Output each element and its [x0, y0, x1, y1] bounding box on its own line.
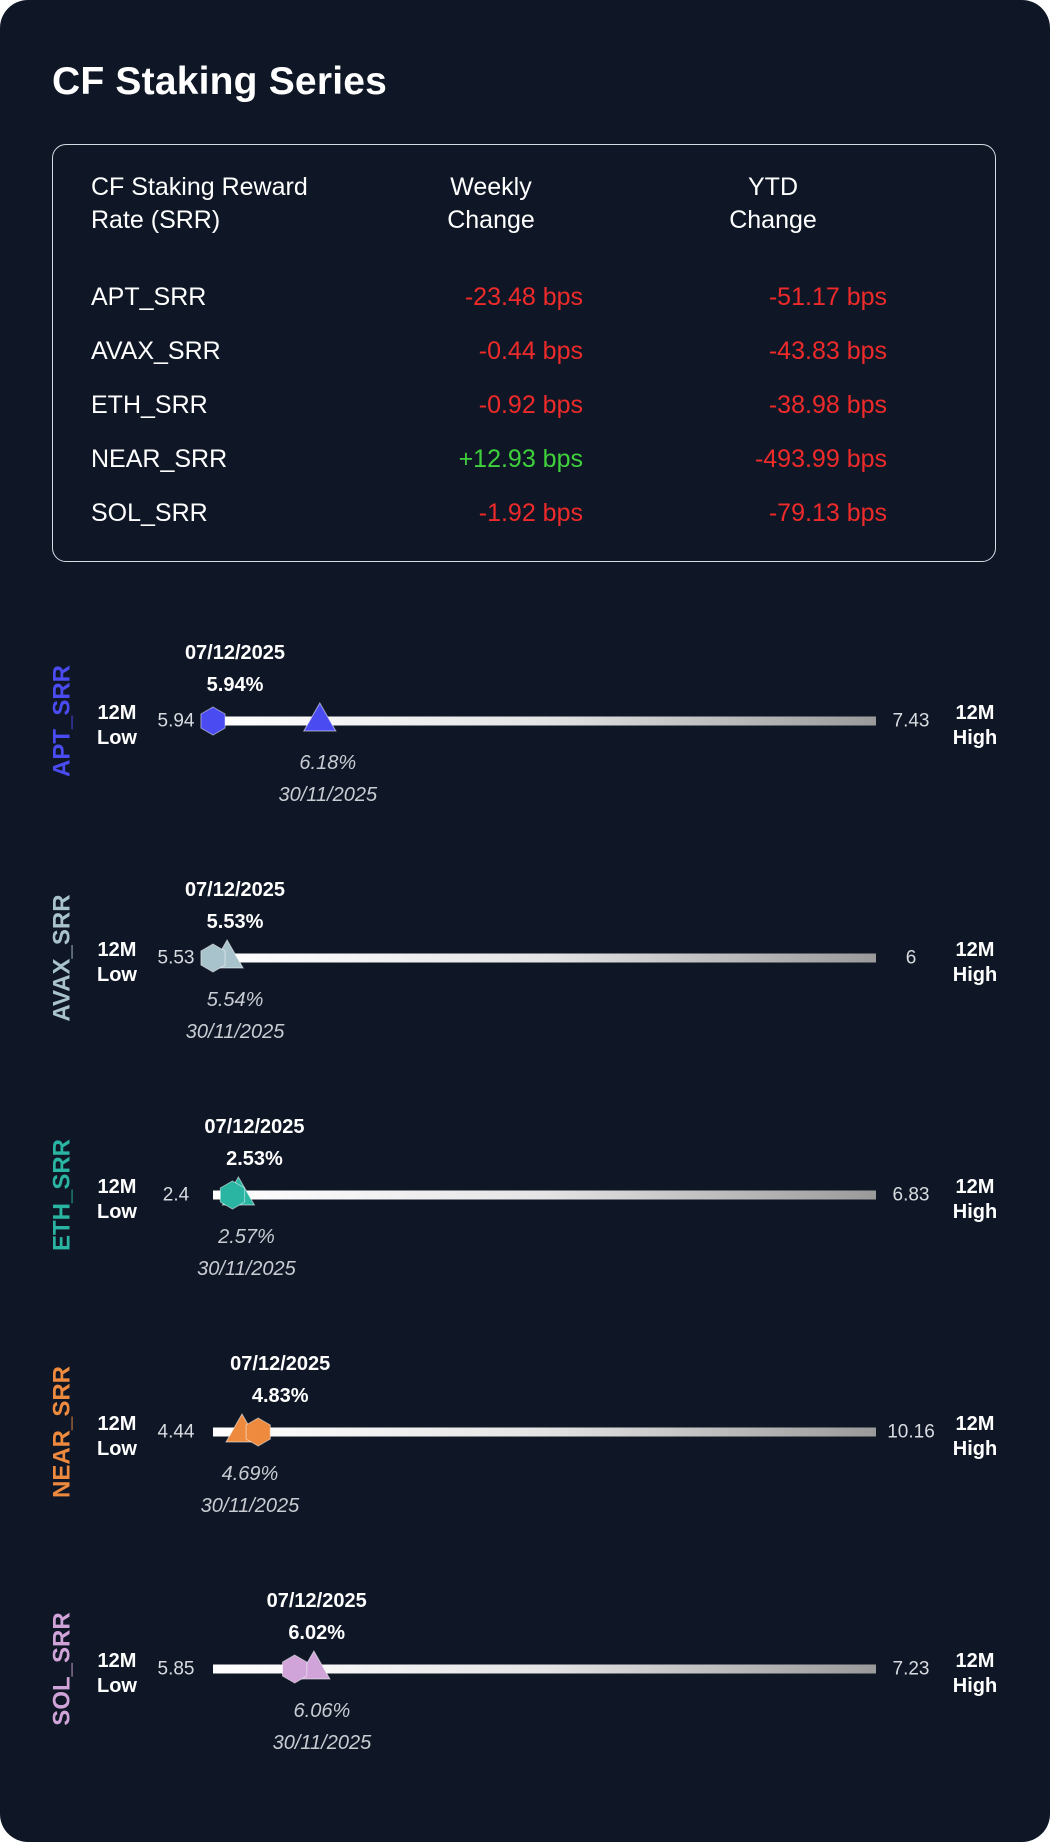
row-ytd-change: -38.98 bps	[768, 391, 887, 419]
current-value-marker	[282, 1654, 308, 1684]
row-ytd-change: -79.13 bps	[768, 499, 887, 527]
previous-value-label: 6.18%	[299, 752, 356, 774]
low-label-line1: 12M	[98, 1176, 137, 1198]
header-ytd-line2: Change	[729, 206, 817, 234]
current-value-label: 6.02%	[288, 1622, 345, 1644]
low-label-line2: Low	[97, 727, 137, 749]
series-name-label: NEAR_SRR	[49, 1366, 76, 1498]
low-label-line1: 12M	[98, 1650, 137, 1672]
row-name: APT_SRR	[91, 283, 207, 311]
high-label-line1: 12M	[956, 1650, 995, 1672]
low-label-line2: Low	[97, 1438, 137, 1460]
row-name: SOL_SRR	[91, 499, 208, 527]
previous-value-label: 6.06%	[294, 1700, 351, 1722]
previous-value-marker	[302, 701, 337, 732]
current-date-label: 07/12/2025	[185, 879, 285, 901]
high-label-line2: High	[953, 727, 997, 749]
header-weekly: Weekly Change	[391, 171, 591, 237]
header-srr-line2: Rate (SRR)	[91, 206, 221, 234]
table-row: ETH_SRR -0.92 bps -38.98 bps	[53, 387, 995, 423]
row-weekly-change: -0.92 bps	[478, 391, 583, 419]
srr-table: CF Staking Reward Rate (SRR) Weekly Chan…	[52, 144, 996, 562]
current-value-label: 5.94%	[207, 674, 264, 696]
current-value-marker	[200, 706, 226, 736]
current-date-label: 07/12/2025	[185, 642, 285, 664]
previous-value-label: 2.57%	[217, 1226, 275, 1248]
low-label-line2: Low	[97, 964, 137, 986]
range-max-value: 7.43	[893, 711, 930, 732]
range-min-value: 5.85	[158, 1659, 195, 1680]
previous-date-label: 30/11/2025	[186, 1021, 285, 1043]
table-row: AVAX_SRR -0.44 bps -43.83 bps	[53, 333, 995, 369]
row-weekly-change: -23.48 bps	[464, 283, 583, 311]
previous-date-label: 30/11/2025	[201, 1495, 300, 1517]
row-name: AVAX_SRR	[91, 337, 221, 365]
current-value-label: 4.83%	[252, 1385, 309, 1407]
current-date-label: 07/12/2025	[267, 1590, 367, 1612]
row-name: ETH_SRR	[91, 391, 208, 419]
range-max-value: 6.83	[893, 1185, 930, 1206]
current-value-marker	[219, 1180, 246, 1210]
row-weekly-change: -1.92 bps	[478, 499, 583, 527]
row-weekly-change: -0.44 bps	[478, 337, 583, 365]
range-bar	[213, 1427, 876, 1437]
range-max-value: 7.23	[893, 1659, 930, 1680]
table-row: SOL_SRR -1.92 bps -79.13 bps	[53, 495, 995, 531]
series-name-label: SOL_SRR	[49, 1612, 76, 1725]
header-ytd: YTD Change	[673, 171, 873, 237]
previous-date-label: 30/11/2025	[197, 1258, 296, 1280]
current-date-label: 07/12/2025	[230, 1353, 330, 1375]
high-label-line2: High	[953, 1438, 997, 1460]
row-ytd-change: -493.99 bps	[754, 445, 887, 473]
header-weekly-line2: Change	[447, 206, 535, 234]
page-title: CF Staking Series	[52, 60, 388, 103]
range-min-value: 5.53	[158, 948, 195, 969]
range-bar	[213, 953, 876, 963]
low-label-line1: 12M	[98, 702, 137, 724]
current-date-label: 07/12/2025	[204, 1116, 304, 1138]
range-min-value: 2.4	[163, 1185, 190, 1206]
current-value-marker	[245, 1417, 271, 1447]
row-ytd-change: -51.17 bps	[768, 283, 887, 311]
series-name-label: AVAX_SRR	[49, 894, 76, 1021]
range-max-value: 6	[906, 948, 917, 969]
range-bar	[213, 1190, 876, 1200]
current-value-label: 2.53%	[226, 1148, 283, 1170]
header-ytd-line1: YTD	[748, 173, 798, 201]
header-weekly-line1: Weekly	[450, 173, 532, 201]
low-label-line2: Low	[97, 1675, 137, 1697]
current-value-label: 5.53%	[207, 911, 264, 933]
table-row: APT_SRR -23.48 bps -51.17 bps	[53, 279, 995, 315]
previous-date-label: 30/11/2025	[278, 784, 377, 806]
range-min-value: 4.44	[158, 1422, 195, 1443]
previous-date-label: 30/11/2025	[273, 1732, 372, 1754]
row-name: NEAR_SRR	[91, 445, 228, 473]
header-srr: CF Staking Reward Rate (SRR)	[91, 171, 391, 237]
row-ytd-change: -43.83 bps	[768, 337, 887, 365]
low-label-line1: 12M	[98, 1413, 137, 1435]
previous-value-label: 5.54%	[207, 989, 264, 1011]
high-label-line1: 12M	[956, 702, 995, 724]
high-label-line1: 12M	[956, 1413, 995, 1435]
row-weekly-change: +12.93 bps	[458, 445, 583, 473]
series-name-label: APT_SRR	[49, 665, 76, 777]
high-label-line2: High	[953, 964, 997, 986]
low-label-line2: Low	[97, 1201, 137, 1223]
range-min-value: 5.94	[158, 711, 195, 732]
header-srr-line1: CF Staking Reward	[91, 173, 308, 201]
range-bar	[213, 716, 876, 726]
high-label-line2: High	[953, 1675, 997, 1697]
high-label-line2: High	[953, 1201, 997, 1223]
high-label-line1: 12M	[956, 1176, 995, 1198]
series-name-label: ETH_SRR	[49, 1139, 76, 1251]
high-label-line1: 12M	[956, 939, 995, 961]
table-row: NEAR_SRR +12.93 bps -493.99 bps	[53, 441, 995, 477]
low-label-line1: 12M	[98, 939, 137, 961]
current-value-marker	[200, 943, 226, 973]
range-bar	[213, 1664, 876, 1674]
range-max-value: 10.16	[887, 1422, 935, 1443]
previous-value-label: 4.69%	[222, 1463, 279, 1485]
